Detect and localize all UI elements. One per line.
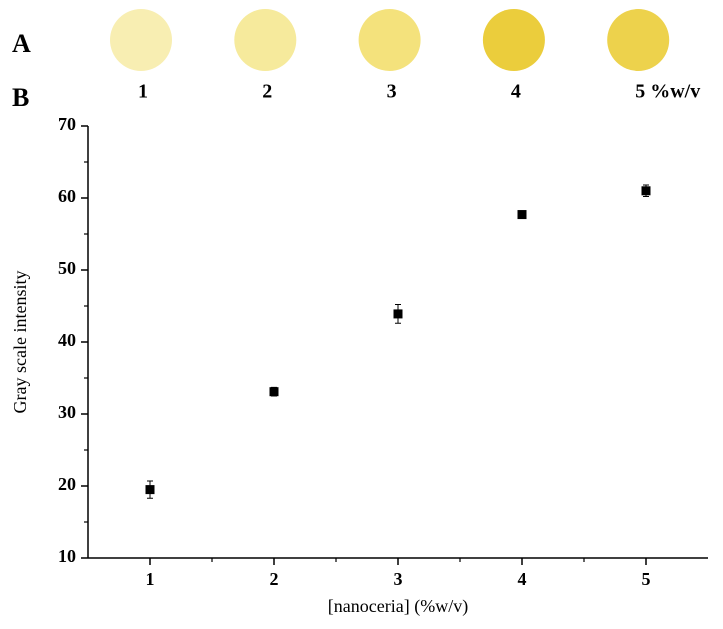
spot [359, 9, 421, 71]
x-tick-label: 5 [642, 569, 651, 589]
spot [607, 9, 669, 71]
y-axis-label: Gray scale intensity [10, 271, 30, 414]
point [518, 210, 527, 219]
y-tick-label: 60 [58, 186, 76, 206]
panel-label: B [12, 83, 29, 112]
x-axis-label: [nanoceria] (%w/v) [328, 596, 468, 617]
y-tick-label: 40 [58, 330, 76, 350]
spot [234, 9, 296, 71]
x-tick-label: 2 [270, 569, 279, 589]
figure: A B [nanoceria] (%w/v) Gray scale intens… [0, 0, 723, 629]
spot-label: 5 %w/v [635, 81, 700, 103]
y-tick-label: 30 [58, 402, 76, 422]
x-tick-label: 4 [518, 569, 527, 589]
point [146, 485, 155, 494]
spot-label: 4 [511, 81, 521, 103]
spot [483, 9, 545, 71]
y-tick-label: 10 [58, 546, 76, 566]
y-tick-label: 70 [58, 114, 76, 134]
point [394, 309, 403, 318]
point [642, 186, 651, 195]
x-tick-label: 1 [146, 569, 155, 589]
y-tick-label: 20 [58, 474, 76, 494]
point [270, 387, 279, 396]
spot-label: 1 [138, 81, 148, 103]
panel-label: A [12, 29, 31, 58]
x-tick-label: 3 [394, 569, 403, 589]
spot-label: 2 [262, 81, 272, 103]
spot-label: 3 [387, 81, 397, 103]
y-tick-label: 50 [58, 258, 76, 278]
page: {"panel_a": {"label": "A", "spots": [ {"… [0, 0, 723, 629]
spot [110, 9, 172, 71]
